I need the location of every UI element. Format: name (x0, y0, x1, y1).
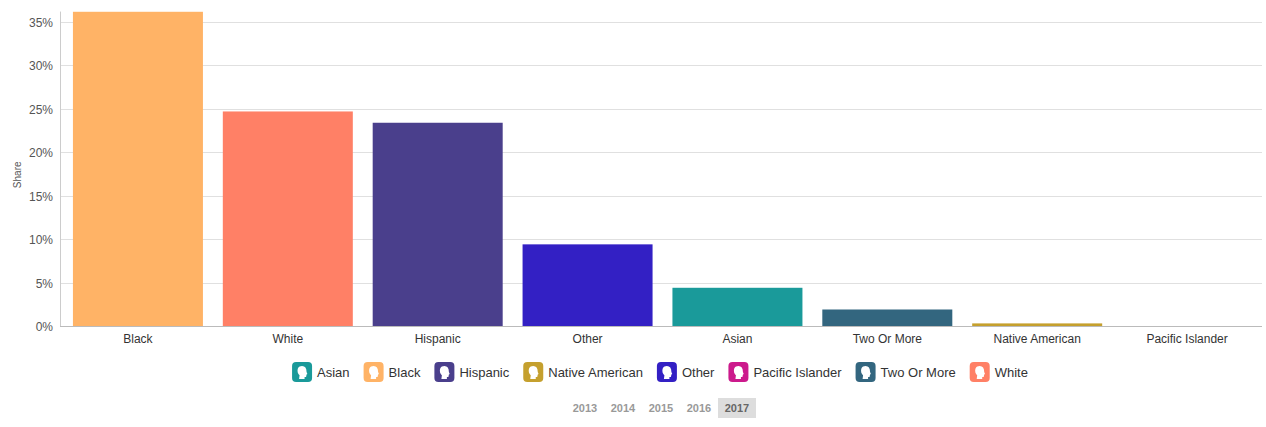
legend-item: White (970, 362, 1028, 382)
y-axis-line (60, 12, 61, 326)
legend-swatch (970, 362, 990, 382)
legend-icon (662, 366, 672, 379)
legend-label: Two Or More (881, 365, 956, 380)
year-button[interactable]: 2015 (649, 402, 673, 414)
legend-item: Black (364, 362, 421, 382)
bar (972, 323, 1102, 326)
x-tick-label: Two Or More (853, 332, 923, 346)
y-tick-label: 35% (29, 16, 53, 30)
legend-icon (975, 366, 985, 379)
x-tick-label: Asian (722, 332, 752, 346)
year-button[interactable]: 2013 (573, 402, 597, 414)
legend-icon (861, 366, 871, 379)
x-tick-label: White (272, 332, 303, 346)
grid-line (60, 22, 1262, 23)
bars (73, 12, 1102, 326)
y-tick-label: 5% (36, 277, 54, 291)
legend-icon (734, 366, 744, 379)
year-button[interactable]: 2017 (725, 402, 749, 414)
legend-swatch (434, 362, 454, 382)
year-button[interactable]: 2016 (687, 402, 711, 414)
bar (672, 288, 802, 326)
x-tick-label: Native American (994, 332, 1081, 346)
legend-label: White (995, 365, 1028, 380)
y-tick-label: 0% (36, 320, 54, 334)
grid-line (60, 326, 1262, 327)
legend: Asian Black Hispanic Native American Other Pa… (292, 362, 1028, 382)
legend-item: Hispanic (434, 362, 509, 382)
x-tick-label: Pacific Islander (1146, 332, 1227, 346)
x-axis-line (60, 326, 1262, 327)
legend-swatch (657, 362, 677, 382)
legend-swatch (364, 362, 384, 382)
y-tick-label: 25% (29, 103, 53, 117)
legend-item: Pacific Islander (728, 362, 842, 382)
legend-icon (369, 366, 379, 379)
grid-line (60, 109, 1262, 110)
legend-label: Hispanic (459, 365, 509, 380)
x-tick-label: Black (123, 332, 153, 346)
legend-icon (298, 366, 308, 379)
bar (822, 309, 952, 326)
legend-item: Other (657, 362, 715, 382)
legend-swatch (523, 362, 543, 382)
y-tick-label: 15% (29, 190, 53, 204)
bar (73, 12, 203, 326)
grid-line (60, 65, 1262, 66)
grid (60, 23, 1262, 327)
legend-item: Asian (292, 362, 350, 382)
legend-icon (440, 366, 450, 379)
legend-label: Asian (317, 365, 350, 380)
year-selector: 2013 2014 2015 2016 2017 (573, 398, 756, 418)
legend-label: Native American (548, 365, 643, 380)
legend-icon (529, 366, 539, 379)
y-axis-label: Share (12, 161, 23, 188)
y-tick-label: 20% (29, 146, 53, 160)
y-tick-label: 10% (29, 233, 53, 247)
chart: 0% 5% 10% 15% 20% 25% 30% 35% Share Black White His… (0, 0, 1266, 427)
legend-swatch (856, 362, 876, 382)
bar (223, 111, 353, 326)
legend-label: Black (389, 365, 421, 380)
bar (373, 123, 503, 326)
legend-item: Two Or More (856, 362, 956, 382)
y-tick-label: 30% (29, 59, 53, 73)
x-tick-label: Other (573, 332, 603, 346)
legend-label: Other (682, 365, 715, 380)
x-tick-label: Hispanic (415, 332, 461, 346)
bar (1122, 326, 1252, 327)
legend-label: Pacific Islander (753, 365, 842, 380)
legend-swatch (292, 362, 312, 382)
year-selected-bg (718, 398, 756, 418)
legend-swatch (728, 362, 748, 382)
bar (523, 244, 653, 326)
legend-item: Native American (523, 362, 643, 382)
year-button[interactable]: 2014 (611, 402, 636, 414)
